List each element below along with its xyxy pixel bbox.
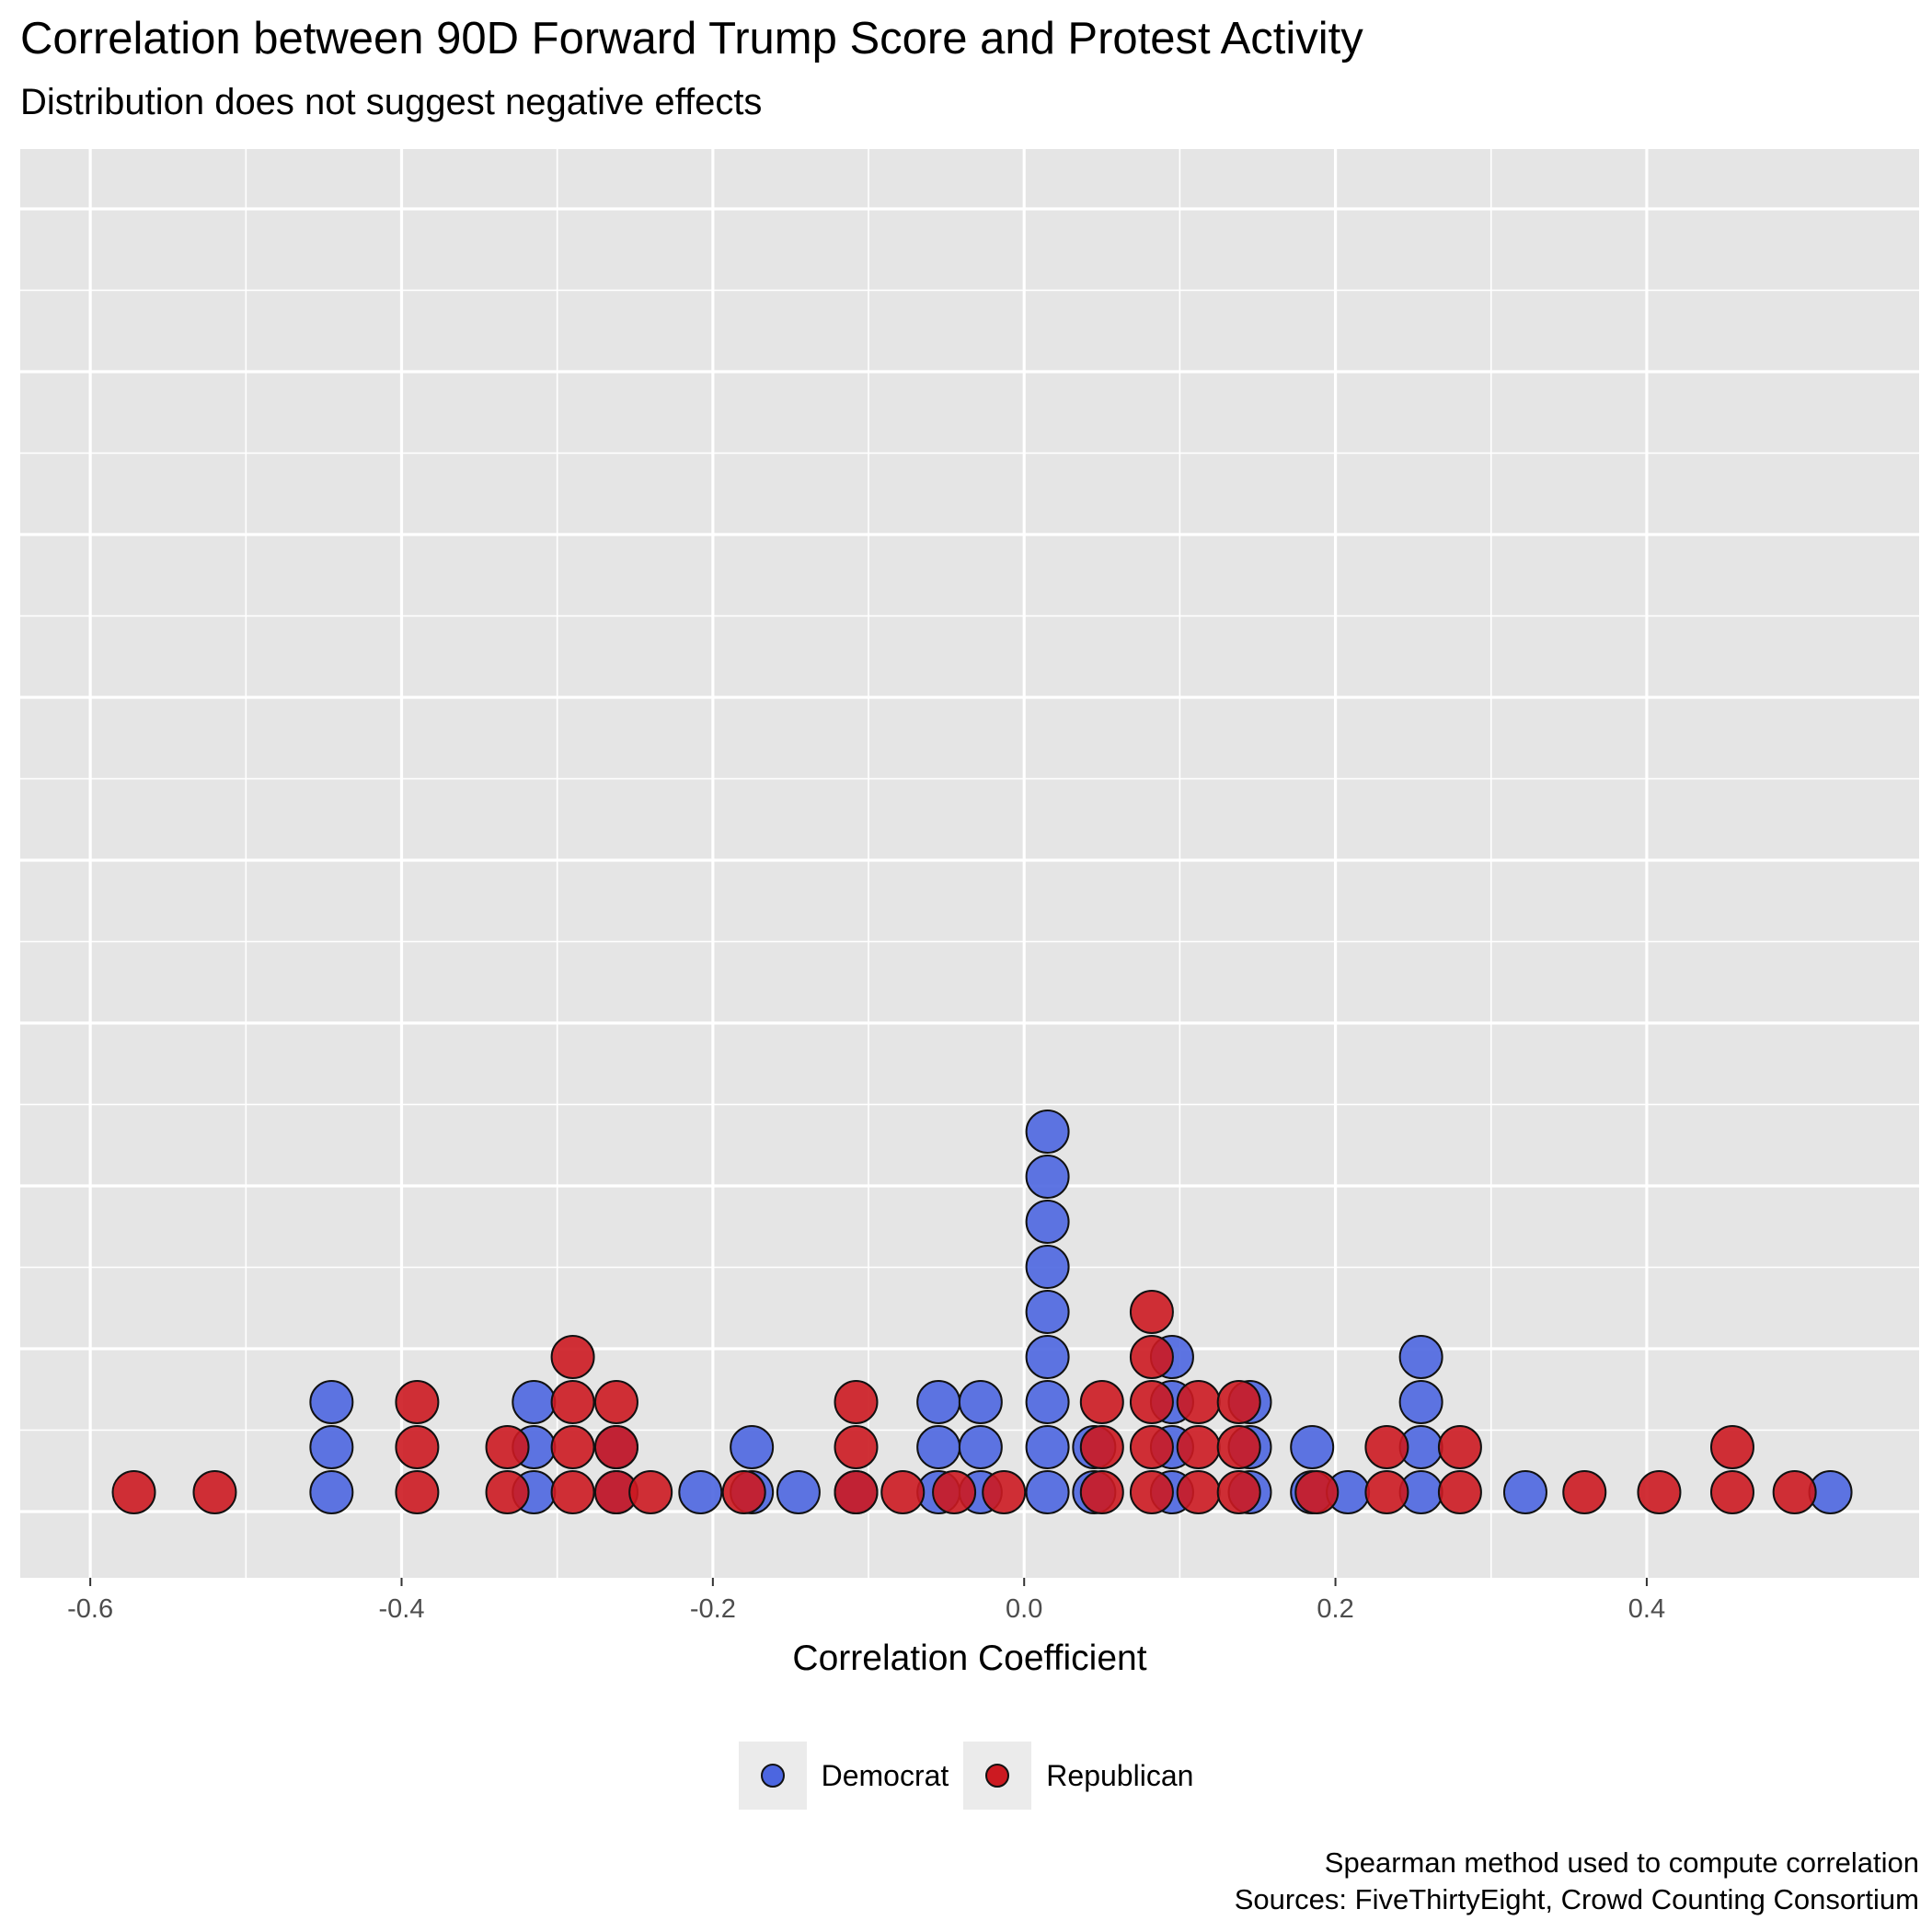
republican-point bbox=[1294, 1470, 1340, 1514]
legend-item-democrat: Democrat bbox=[738, 1739, 949, 1812]
democrat-point bbox=[1025, 1200, 1070, 1244]
republican-point bbox=[485, 1470, 530, 1514]
republican-point bbox=[1437, 1425, 1482, 1469]
x-axis-title: Correlation Coefficient bbox=[792, 1639, 1146, 1678]
legend-label-democrat: Democrat bbox=[821, 1758, 949, 1792]
republican-point bbox=[1176, 1425, 1221, 1469]
caption-method: Spearman method used to compute correlat… bbox=[1324, 1846, 1919, 1879]
republican-point bbox=[1216, 1425, 1261, 1469]
republican-point bbox=[550, 1470, 595, 1514]
democrat-point bbox=[1025, 1425, 1070, 1469]
republican-point bbox=[1079, 1470, 1124, 1514]
republican-point bbox=[593, 1380, 638, 1424]
republican-point bbox=[550, 1335, 595, 1379]
plot-panel bbox=[20, 149, 1919, 1578]
legend-item-republican: Republican bbox=[963, 1739, 1193, 1812]
x-tick-label: 0.0 bbox=[1006, 1594, 1042, 1624]
republican-point bbox=[834, 1425, 879, 1469]
legend-label-republican: Republican bbox=[1046, 1758, 1194, 1792]
republican-point bbox=[834, 1470, 879, 1514]
x-tick-label: -0.6 bbox=[67, 1594, 113, 1624]
legend-dot-republican bbox=[985, 1764, 1010, 1788]
republican-point bbox=[1079, 1380, 1124, 1424]
republican-point bbox=[982, 1470, 1027, 1514]
republican-point bbox=[932, 1470, 977, 1514]
republican-point bbox=[628, 1470, 673, 1514]
democrat-point bbox=[916, 1425, 961, 1469]
republican-point bbox=[485, 1425, 530, 1469]
democrat-point bbox=[958, 1380, 1003, 1424]
republican-point bbox=[1216, 1470, 1261, 1514]
republican-point bbox=[721, 1470, 766, 1514]
republican-point bbox=[1216, 1380, 1261, 1424]
democrat-point bbox=[1025, 1380, 1070, 1424]
republican-point bbox=[880, 1470, 926, 1514]
democrat-point bbox=[916, 1380, 961, 1424]
democrat-point bbox=[1025, 1335, 1070, 1379]
democrat-point bbox=[958, 1425, 1003, 1469]
x-tick-label: 0.4 bbox=[1628, 1594, 1665, 1624]
republican-point bbox=[550, 1425, 595, 1469]
democrat-point bbox=[1502, 1470, 1547, 1514]
caption-sources: Sources: FiveThirtyEight, Crowd Counting… bbox=[1234, 1883, 1919, 1916]
democrat-point bbox=[309, 1380, 354, 1424]
democrat-point bbox=[1025, 1110, 1070, 1154]
republican-point bbox=[1176, 1380, 1221, 1424]
republican-point bbox=[1129, 1335, 1174, 1379]
democrat-point bbox=[1025, 1290, 1070, 1334]
republican-point bbox=[1637, 1470, 1682, 1514]
legend: Democrat Republican bbox=[0, 1739, 1932, 1812]
democrat-point bbox=[1398, 1380, 1443, 1424]
republican-point bbox=[1437, 1470, 1482, 1514]
republican-point bbox=[1079, 1425, 1124, 1469]
x-tick-label: 0.2 bbox=[1317, 1594, 1353, 1624]
x-tick-label: -0.4 bbox=[378, 1594, 424, 1624]
republican-point bbox=[593, 1425, 638, 1469]
legend-key-democrat bbox=[738, 1742, 807, 1810]
democrat-point bbox=[1398, 1335, 1443, 1379]
x-axis: -0.6 -0.4 -0.2 0.0 0.2 0.4 bbox=[67, 1578, 1665, 1624]
republican-point bbox=[1364, 1470, 1409, 1514]
republican-point bbox=[834, 1380, 879, 1424]
republican-point bbox=[111, 1470, 156, 1514]
democrat-point bbox=[1025, 1470, 1070, 1514]
republican-point bbox=[1129, 1380, 1174, 1424]
democrat-point bbox=[512, 1380, 557, 1424]
democrat-point bbox=[776, 1470, 821, 1514]
republican-point bbox=[1176, 1470, 1221, 1514]
legend-key-republican bbox=[963, 1742, 1032, 1810]
democrat-point bbox=[309, 1470, 354, 1514]
republican-point bbox=[1562, 1470, 1607, 1514]
democrat-point bbox=[730, 1425, 775, 1469]
republican-point bbox=[1709, 1425, 1754, 1469]
chart-subtitle: Distribution does not suggest negative e… bbox=[20, 82, 763, 122]
democrat-point bbox=[309, 1425, 354, 1469]
republican-point bbox=[1129, 1425, 1174, 1469]
republican-point bbox=[1364, 1425, 1409, 1469]
x-tick-label: -0.2 bbox=[690, 1594, 736, 1624]
legend-dot-democrat bbox=[760, 1764, 785, 1788]
democrat-point bbox=[678, 1470, 723, 1514]
republican-point bbox=[550, 1380, 595, 1424]
republican-point bbox=[1709, 1470, 1754, 1514]
democrat-point bbox=[1025, 1155, 1070, 1199]
republican-point bbox=[1129, 1290, 1174, 1334]
democrat-point bbox=[1025, 1245, 1070, 1289]
republican-point bbox=[395, 1380, 440, 1424]
republican-point bbox=[395, 1470, 440, 1514]
gridlines bbox=[20, 149, 1919, 1578]
republican-point bbox=[1129, 1470, 1174, 1514]
chart-caption: Spearman method used to compute correlat… bbox=[1235, 1845, 1919, 1919]
democrat-point bbox=[1290, 1425, 1335, 1469]
chart-title: Correlation between 90D Forward Trump Sc… bbox=[20, 14, 1363, 63]
republican-point bbox=[192, 1470, 237, 1514]
republican-point bbox=[1772, 1470, 1817, 1514]
republican-point bbox=[395, 1425, 440, 1469]
data-points bbox=[111, 1110, 1853, 1514]
